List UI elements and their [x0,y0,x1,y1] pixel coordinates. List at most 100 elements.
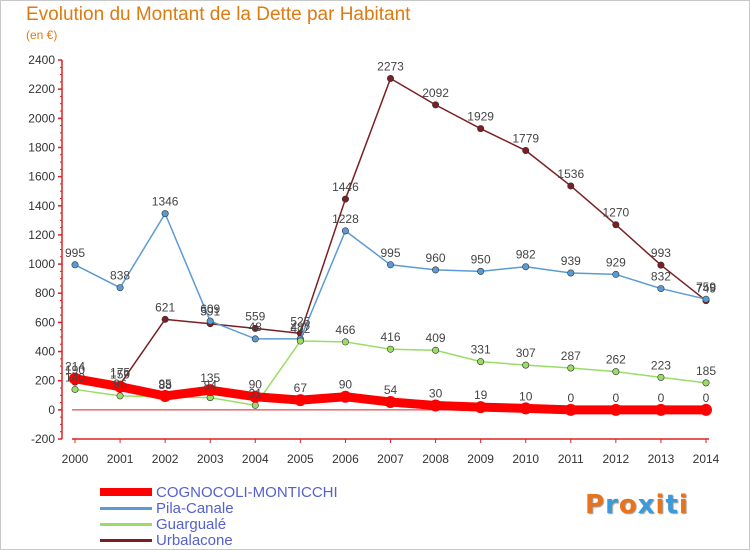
series-point [700,403,712,416]
data-label: 939 [561,254,581,268]
data-label: 416 [380,330,400,344]
y-tick-label: 200 [35,374,55,388]
data-label: 960 [426,251,446,265]
chart-title: Evolution du Montant de la Dette par Hab… [26,4,411,25]
data-label: 223 [651,358,671,372]
chart-subtitle: (en €) [26,28,58,42]
x-tick-label: 2002 [152,452,179,466]
series-point [341,195,349,203]
data-label: 331 [471,343,491,357]
series-point [69,372,81,385]
data-label: 609 [200,302,220,316]
series-point [339,390,352,403]
y-tick-label: 2200 [28,82,55,96]
x-tick-label: 2007 [377,452,404,466]
x-tick-label: 2011 [558,452,584,466]
series-point [251,324,259,332]
data-label: 487 [290,320,310,334]
legend-swatch [100,539,152,542]
series-point [477,358,485,366]
series-point [341,338,349,346]
y-tick-label: 2000 [28,111,55,125]
data-label: 190 [65,363,85,377]
legend-label: COGNOCOLI-MONTICCHI [156,484,338,501]
series-point [702,295,710,303]
series-point [609,403,622,416]
data-label: 993 [651,246,671,260]
series-point [432,101,440,109]
y-tick-label: 1600 [28,170,55,184]
x-tick-label: 2012 [603,452,630,466]
data-label: 262 [606,353,626,367]
data-label: 90 [249,378,263,392]
series-point [567,182,575,190]
legend-swatch [100,507,152,510]
series-point [71,261,79,269]
x-tick-label: 2006 [332,452,359,466]
data-label: 1536 [557,167,584,181]
data-label: 214 [65,360,85,374]
series-point [71,385,79,393]
data-label: 175 [110,365,130,379]
data-label: 30 [429,386,443,400]
series-point [249,390,262,403]
series-point [567,364,575,372]
series-point [519,402,532,415]
series-point [612,270,620,278]
data-label: 995 [65,246,85,260]
data-label: 1346 [152,195,179,209]
series-point [159,389,172,402]
data-label: 591 [200,305,220,319]
data-label: 88 [158,378,172,392]
series-point [474,401,487,414]
series-point [657,285,665,293]
series-point [161,210,169,218]
data-label: 832 [651,270,671,284]
y-tick-label: 1200 [28,228,55,242]
y-tick-label: 800 [35,286,55,300]
data-label: 95 [158,377,172,391]
y-tick-label: 2400 [28,53,55,67]
data-label: 1929 [467,110,494,124]
series-point [296,337,304,345]
y-tick-label: 0 [48,403,55,417]
series-point [386,261,394,269]
series-point [386,75,394,83]
legend-label: Pila-Canale [156,500,234,517]
x-tick-label: 2014 [693,452,720,466]
data-label: 48 [249,320,263,334]
series-point [432,266,440,274]
data-label: 621 [155,300,175,314]
data-label: 525 [290,314,310,328]
x-tick-label: 2000 [62,452,89,466]
legend-label: Guargualé [156,516,227,533]
x-tick-label: 2003 [197,452,224,466]
y-tick-label: 1800 [28,140,55,154]
data-label: 307 [516,346,536,360]
series-point [477,125,485,133]
series-point [116,392,124,400]
data-label: 1779 [512,132,539,146]
data-label: 982 [516,248,536,262]
data-label: 135 [200,371,220,385]
proxiti-logo: Proxiti [585,490,689,520]
x-tick-label: 2008 [422,452,449,466]
series-point [522,147,530,155]
series-point [564,403,577,416]
x-tick-label: 2013 [648,452,675,466]
y-tick-label: 400 [35,345,55,359]
data-label: 159 [110,368,130,382]
data-label: 472 [290,322,310,336]
x-tick-label: 2005 [287,452,314,466]
data-label: 54 [384,383,398,397]
series-point [657,373,665,381]
x-tick-label: 2001 [107,452,134,466]
data-label: 1446 [332,180,359,194]
series-point [294,394,307,407]
series-point [206,317,214,325]
x-tick-label: 2004 [242,452,269,466]
series-point [384,395,397,408]
data-label: 67 [294,381,308,395]
series-point [114,380,127,393]
